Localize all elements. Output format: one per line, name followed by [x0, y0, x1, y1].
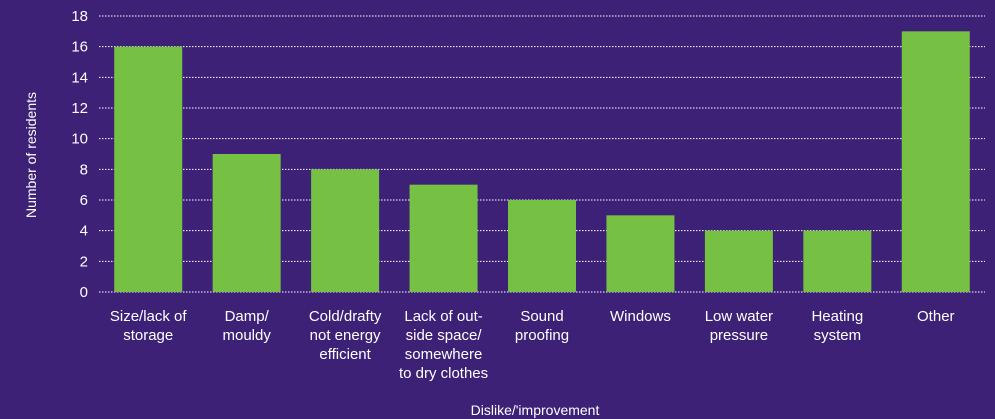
x-category-label: Cold/drafty not energy efficient: [309, 308, 382, 363]
x-category-label-line: Low water: [705, 308, 773, 325]
x-category-label: Sound proofing: [515, 308, 569, 344]
bar: [212, 154, 281, 292]
x-category-label: Low water pressure: [705, 308, 773, 344]
y-tick-label: 18: [71, 8, 88, 25]
x-category-label-line: Other: [917, 308, 955, 325]
y-tick-label: 12: [71, 100, 88, 117]
bar: [508, 200, 576, 292]
bar: [901, 31, 970, 292]
bar: [704, 230, 773, 292]
y-tick-label: 16: [71, 39, 88, 56]
x-category-label-line: somewhere: [405, 346, 483, 363]
y-tick-label: 6: [80, 192, 88, 209]
x-category-label-line: Lack of out-: [404, 308, 482, 325]
x-category-label-line: not energy: [310, 327, 381, 344]
x-category-label-line: pressure: [710, 327, 768, 344]
x-category-label-line: Sound: [520, 308, 563, 325]
x-category-label: Lack of out-side space/somewhere to dry c…: [399, 308, 488, 382]
bar: [114, 46, 183, 292]
y-tick-label: 10: [71, 131, 88, 148]
x-category-label: Damp/mouldy: [222, 308, 271, 344]
y-axis-title: Number of residents: [23, 92, 39, 218]
x-category-label-line: system: [814, 327, 862, 344]
x-axis-title: Dislike/'improvement: [471, 402, 600, 418]
x-category-label-line: Heating: [811, 308, 863, 325]
y-axis-ticks: 0 2 4 6 8 10 12 14 16 18: [71, 8, 88, 301]
bar: [409, 184, 478, 292]
x-category-label-line: storage: [123, 327, 173, 344]
bar: [803, 230, 872, 292]
x-category-label-line: side space/: [406, 327, 483, 344]
bar: [606, 215, 675, 292]
x-category-label-line: to dry clothes: [399, 365, 488, 382]
bars: [114, 31, 970, 292]
x-category-label: Heating system: [811, 308, 863, 344]
x-category-label-line: efficient: [319, 346, 371, 363]
x-category-label: Size/lack of storage: [110, 308, 188, 344]
x-category-label-line: Damp/: [225, 308, 270, 325]
x-axis-categories: Size/lack of storage Damp/mouldy Cold/draft…: [110, 308, 955, 382]
x-category-label-line: Size/lack of: [110, 308, 188, 325]
x-category-label-line: proofing: [515, 327, 569, 344]
x-category-label: Other: [917, 308, 955, 325]
bar: [311, 169, 380, 292]
y-tick-label: 8: [80, 161, 88, 178]
y-tick-label: 4: [80, 223, 88, 240]
x-category-label: Windows: [610, 308, 671, 325]
x-category-label-line: mouldy: [222, 327, 271, 344]
x-category-label-line: Cold/drafty: [309, 308, 382, 325]
x-category-label-line: Windows: [610, 308, 671, 325]
y-tick-label: 0: [80, 284, 88, 301]
y-tick-label: 14: [71, 69, 88, 86]
y-tick-label: 2: [80, 253, 88, 270]
